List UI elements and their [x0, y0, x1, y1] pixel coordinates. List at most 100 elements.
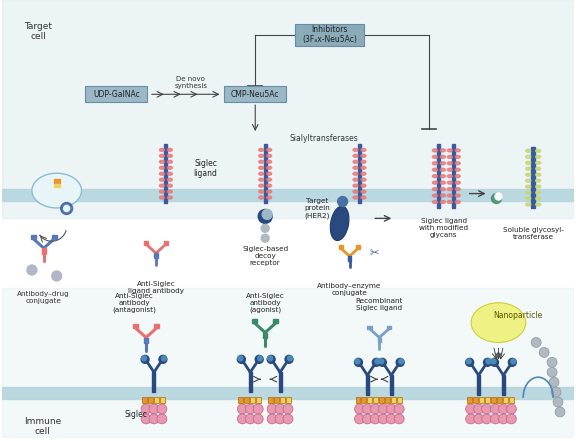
Ellipse shape	[259, 190, 264, 193]
Ellipse shape	[441, 162, 445, 165]
Bar	[238, 397, 243, 403]
Text: Soluble glycosyl-
transferase: Soluble glycosyl- transferase	[503, 227, 564, 240]
Ellipse shape	[441, 175, 445, 178]
Circle shape	[257, 356, 263, 361]
Bar	[249, 372, 252, 392]
Bar	[509, 397, 514, 403]
Ellipse shape	[353, 161, 358, 163]
Ellipse shape	[267, 166, 272, 169]
Circle shape	[375, 359, 380, 364]
Bar	[473, 397, 478, 403]
Circle shape	[491, 404, 501, 414]
Bar	[52, 235, 57, 239]
Bar	[274, 397, 279, 403]
Ellipse shape	[168, 161, 172, 163]
Text: Anti-Siglec
ligand antibody: Anti-Siglec ligand antibody	[128, 281, 184, 295]
Text: Target
cell: Target cell	[24, 22, 52, 41]
Ellipse shape	[455, 194, 460, 197]
Bar	[498, 397, 502, 403]
Circle shape	[506, 404, 516, 414]
Ellipse shape	[455, 201, 460, 203]
Circle shape	[555, 407, 565, 417]
Circle shape	[372, 359, 380, 366]
Ellipse shape	[168, 154, 172, 157]
Ellipse shape	[455, 187, 460, 191]
Circle shape	[261, 224, 269, 232]
Circle shape	[149, 404, 159, 414]
Ellipse shape	[361, 178, 366, 181]
Bar	[264, 144, 267, 203]
Circle shape	[547, 357, 557, 367]
Ellipse shape	[448, 194, 452, 197]
Bar	[154, 325, 159, 329]
Circle shape	[245, 414, 255, 424]
Circle shape	[498, 404, 509, 414]
Ellipse shape	[441, 181, 445, 184]
Ellipse shape	[455, 149, 460, 152]
Bar	[2, 0, 574, 218]
Circle shape	[482, 414, 491, 424]
Bar	[2, 288, 574, 438]
Ellipse shape	[353, 172, 358, 175]
Circle shape	[237, 355, 245, 363]
Circle shape	[267, 355, 275, 363]
Ellipse shape	[526, 203, 530, 206]
Circle shape	[495, 193, 502, 200]
Bar	[378, 337, 381, 343]
Bar	[387, 325, 391, 329]
Ellipse shape	[160, 166, 164, 169]
Ellipse shape	[160, 190, 164, 193]
Ellipse shape	[330, 206, 349, 240]
Bar	[54, 179, 60, 183]
Circle shape	[161, 356, 166, 361]
Circle shape	[549, 377, 559, 387]
Ellipse shape	[259, 196, 264, 199]
Circle shape	[553, 397, 563, 407]
Bar	[286, 397, 291, 403]
Bar	[380, 397, 384, 403]
Ellipse shape	[267, 184, 272, 187]
Bar	[2, 387, 574, 399]
Bar	[160, 397, 165, 403]
Ellipse shape	[441, 168, 445, 171]
Bar	[154, 253, 158, 258]
Circle shape	[141, 414, 151, 424]
Ellipse shape	[267, 172, 272, 175]
Circle shape	[141, 404, 151, 414]
Text: De novo
synthesis: De novo synthesis	[174, 76, 207, 89]
Bar	[397, 397, 402, 403]
Ellipse shape	[160, 161, 164, 163]
Bar	[502, 375, 505, 395]
Bar	[2, 189, 574, 201]
Circle shape	[52, 271, 62, 281]
Ellipse shape	[433, 155, 437, 158]
Ellipse shape	[259, 161, 264, 163]
Circle shape	[551, 387, 561, 397]
Ellipse shape	[526, 197, 530, 200]
Circle shape	[465, 404, 476, 414]
Ellipse shape	[32, 173, 82, 208]
Bar	[148, 397, 153, 403]
Ellipse shape	[536, 179, 541, 182]
Ellipse shape	[267, 190, 272, 193]
Bar	[280, 397, 285, 403]
Text: Immune
cell: Immune cell	[24, 417, 61, 436]
Ellipse shape	[361, 161, 366, 163]
Ellipse shape	[536, 191, 541, 194]
Ellipse shape	[168, 184, 172, 187]
Circle shape	[539, 348, 549, 357]
Bar	[244, 397, 249, 403]
Ellipse shape	[536, 149, 541, 153]
Ellipse shape	[536, 155, 541, 158]
Circle shape	[484, 359, 491, 366]
Ellipse shape	[526, 179, 530, 182]
Ellipse shape	[455, 168, 460, 171]
Circle shape	[378, 404, 388, 414]
Bar	[251, 397, 255, 403]
Ellipse shape	[168, 166, 172, 169]
Ellipse shape	[455, 175, 460, 178]
Bar	[268, 397, 273, 403]
Ellipse shape	[526, 155, 530, 158]
Ellipse shape	[433, 149, 437, 152]
Ellipse shape	[441, 155, 445, 158]
